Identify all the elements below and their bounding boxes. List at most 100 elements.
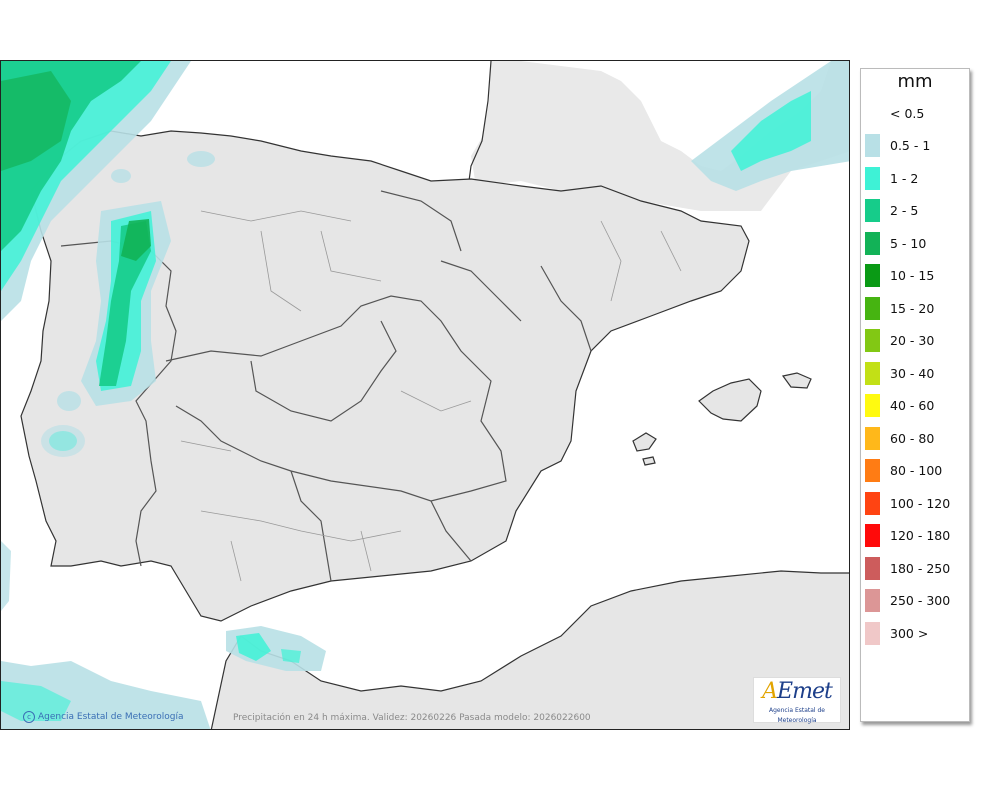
menorca <box>781 372 812 389</box>
region-line <box>440 260 522 322</box>
legend-swatch <box>865 394 880 418</box>
legend-item: 2 - 5 <box>861 195 969 228</box>
precip-area-0.5-1 <box>1 541 11 611</box>
credit-text: Agencia Estatal de Meteorología <box>38 712 184 722</box>
province-line <box>200 210 352 222</box>
province-line <box>260 230 302 312</box>
province-line <box>180 440 232 452</box>
legend-swatch <box>865 491 880 515</box>
aemet-logo-word: AEmet <box>762 679 833 704</box>
legend-swatch <box>865 166 880 190</box>
legend-label: 120 - 180 <box>890 528 951 544</box>
legend-label: 20 - 30 <box>890 333 935 349</box>
iberia-landmass <box>20 130 750 622</box>
france-landmass <box>186 61 849 211</box>
legend-item: < 0.5 <box>861 97 969 130</box>
legend-item: 5 - 10 <box>861 227 969 260</box>
legend-swatch <box>865 426 880 450</box>
precip-area-1-2 <box>731 91 811 171</box>
legend-swatch <box>865 296 880 320</box>
copyright-icon: c <box>23 711 35 723</box>
legend-rows: < 0.5 0.5 - 1 1 - 2 2 - 5 5 - 10 10 - 15 15 - … <box>861 97 969 650</box>
aemet-credit: c Agencia Estatal de Meteorología <box>23 711 184 723</box>
legend-label: 300 > <box>890 625 929 641</box>
land-layer <box>20 61 849 729</box>
legend-swatch <box>865 524 880 548</box>
france-coast <box>468 61 492 182</box>
legend-swatch <box>865 134 880 158</box>
province-line <box>600 220 622 302</box>
province-line <box>200 510 402 542</box>
province-line <box>660 230 682 272</box>
legend-unit: mm <box>897 71 933 92</box>
region-line <box>250 320 397 422</box>
aemet-logo: AEmet Agencia Estatal de Meteorología <box>753 677 841 724</box>
legend-item: 20 - 30 <box>861 325 969 358</box>
map-caption: Precipitación en 24 h máxima. Validez: 2… <box>233 713 591 723</box>
legend-item: 30 - 40 <box>861 357 969 390</box>
legend-swatch <box>865 556 880 580</box>
formentera <box>642 456 656 466</box>
legend-label: 1 - 2 <box>890 170 919 186</box>
region-line <box>380 190 462 252</box>
legend-label: 15 - 20 <box>890 300 935 316</box>
legend-swatch <box>865 231 880 255</box>
legend-label: 5 - 10 <box>890 235 927 251</box>
province-line <box>400 390 472 412</box>
legend-label: 0.5 - 1 <box>890 138 931 154</box>
legend-label: 30 - 40 <box>890 365 935 381</box>
legend-label: 2 - 5 <box>890 203 919 219</box>
precip-area-1-2 <box>1 681 71 721</box>
region-line <box>290 470 332 582</box>
legend-swatch <box>865 589 880 613</box>
legend-item: 180 - 250 <box>861 552 969 585</box>
legend-item: 100 - 120 <box>861 487 969 520</box>
precip-area-2-5 <box>99 221 151 386</box>
legend-swatch <box>865 199 880 223</box>
precip-area-0.5-1 <box>187 151 215 167</box>
legend-item: 120 - 180 <box>861 520 969 553</box>
legend-swatch <box>865 459 880 483</box>
legend-label: 60 - 80 <box>890 430 935 446</box>
precipitation-layer <box>1 61 849 729</box>
legend-swatch <box>865 621 880 645</box>
mallorca <box>698 378 762 422</box>
province-line <box>320 230 382 282</box>
precip-area-0.5-1 <box>41 425 85 457</box>
legend-label: 10 - 15 <box>890 268 935 284</box>
province-line <box>230 540 242 582</box>
legend-swatch <box>865 329 880 353</box>
legend-label: 100 - 120 <box>890 495 951 511</box>
legend-label: 180 - 250 <box>890 560 951 576</box>
legend-item: 10 - 15 <box>861 260 969 293</box>
legend-item: 40 - 60 <box>861 390 969 423</box>
precipitation-legend: mm < 0.5 0.5 - 1 1 - 2 2 - 5 5 - 10 10 - 15 15… <box>860 68 970 722</box>
precip-area-1-2 <box>281 649 301 663</box>
map-canvas <box>1 61 849 729</box>
legend-swatch <box>865 102 880 125</box>
precip-area-1-2 <box>236 633 271 661</box>
legend-label: 250 - 300 <box>890 593 951 609</box>
legend-label: 80 - 100 <box>890 463 943 479</box>
legend-item: 300 > <box>861 617 969 650</box>
region-line <box>165 295 507 502</box>
aemet-logo-subtitle: Agencia Estatal de Meteorología <box>768 707 825 724</box>
precip-area-5-10 <box>121 219 151 261</box>
precip-area-5-10 <box>1 71 71 171</box>
region-line <box>430 500 472 562</box>
region-line <box>540 265 592 352</box>
legend-swatch <box>865 264 880 288</box>
ibiza <box>632 432 657 452</box>
province-borders <box>180 210 682 582</box>
precipitation-map: c Agencia Estatal de Meteorología Precip… <box>0 60 850 730</box>
legend-item: 250 - 300 <box>861 585 969 618</box>
precip-area-0.5-1 <box>57 391 81 411</box>
legend-item: 0.5 - 1 <box>861 130 969 163</box>
legend-item: 15 - 20 <box>861 292 969 325</box>
legend-item: 60 - 80 <box>861 422 969 455</box>
legend-label: 40 - 60 <box>890 398 935 414</box>
precip-area-0.5-1 <box>111 169 131 183</box>
province-line <box>360 530 372 572</box>
legend-item: 1 - 2 <box>861 162 969 195</box>
legend-item: 80 - 100 <box>861 455 969 488</box>
